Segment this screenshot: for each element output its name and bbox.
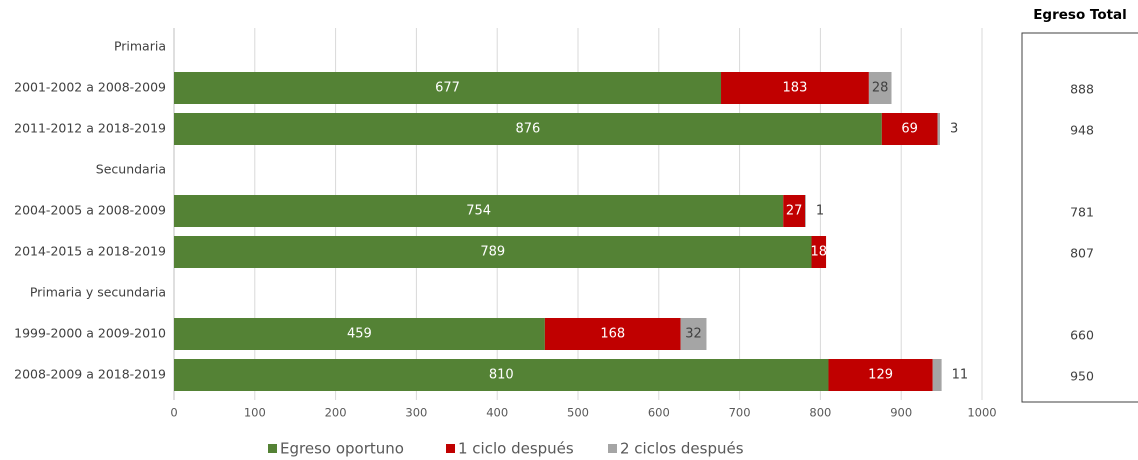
bar-segment <box>805 195 806 227</box>
legend-swatch <box>268 444 277 453</box>
x-tick-label: 300 <box>405 406 427 420</box>
x-tick-label: 0 <box>170 406 177 420</box>
x-tick-label: 600 <box>648 406 670 420</box>
total-value: 888 <box>1070 82 1094 97</box>
y-tick-label: 2001-2002 a 2008-2009 <box>14 80 166 95</box>
y-tick-label: 1999-2000 a 2009-2010 <box>14 326 166 341</box>
y-tick-label: 2011-2012 a 2018-2019 <box>14 121 166 136</box>
x-tick-label: 400 <box>486 406 508 420</box>
totals-title: Egreso Total <box>1033 7 1127 23</box>
x-tick-label: 700 <box>729 406 751 420</box>
y-tick-label: Primaria y secundaria <box>30 285 166 300</box>
bar-segment <box>881 113 938 145</box>
bar-segment <box>174 72 722 104</box>
total-value: 660 <box>1070 328 1094 343</box>
data-label: 810 <box>489 368 514 383</box>
bar-segment <box>932 359 942 391</box>
data-label: 11 <box>952 368 969 383</box>
total-value: 781 <box>1070 205 1094 220</box>
data-label: 32 <box>685 327 702 342</box>
bar-segment <box>868 72 892 104</box>
data-label: 129 <box>868 368 893 383</box>
data-label: 27 <box>786 204 803 219</box>
bar-segment <box>174 318 545 350</box>
bar-segment <box>174 113 882 145</box>
legend-label: 2 ciclos después <box>620 440 744 458</box>
y-tick-label: 2014-2015 a 2018-2019 <box>14 244 166 259</box>
data-label: 1 <box>816 204 824 219</box>
x-tick-label: 1000 <box>967 406 996 420</box>
bar-segment <box>174 195 784 227</box>
bar-segment <box>783 195 806 227</box>
bar-segment <box>174 236 812 268</box>
data-label: 3 <box>950 122 958 137</box>
data-label: 183 <box>783 81 808 96</box>
data-label: 876 <box>515 122 540 137</box>
legend-label: 1 ciclo después <box>458 440 574 458</box>
data-label: 69 <box>901 122 918 137</box>
legend-label: Egreso oportuno <box>280 440 404 458</box>
bar-segment <box>680 318 707 350</box>
legend-swatch <box>446 444 455 453</box>
x-tick-label: 500 <box>567 406 589 420</box>
bar-segment <box>721 72 869 104</box>
total-value: 948 <box>1070 123 1094 138</box>
data-label: 459 <box>347 327 372 342</box>
bar-segment <box>811 236 827 268</box>
totals-box <box>1021 32 1138 403</box>
data-label: 754 <box>466 204 491 219</box>
data-label: 168 <box>600 327 625 342</box>
legend-swatch <box>608 444 617 453</box>
bar-segment <box>828 359 933 391</box>
bar-segment <box>937 113 940 145</box>
data-label: 677 <box>435 81 460 96</box>
x-tick-label: 900 <box>890 406 912 420</box>
x-tick-label: 200 <box>325 406 347 420</box>
total-value: 807 <box>1070 246 1094 261</box>
data-label: 18 <box>811 245 828 260</box>
bar-segment <box>174 359 829 391</box>
data-label: 789 <box>480 245 505 260</box>
bar-segment <box>544 318 681 350</box>
y-tick-label: 2008-2009 a 2018-2019 <box>14 367 166 382</box>
data-label: 28 <box>872 81 889 96</box>
x-tick-label: 100 <box>244 406 266 420</box>
y-tick-label: 2004-2005 a 2008-2009 <box>14 203 166 218</box>
y-tick-label: Primaria <box>114 39 166 54</box>
x-tick-label: 800 <box>809 406 831 420</box>
y-tick-label: Secundaria <box>96 162 166 177</box>
total-value: 950 <box>1070 369 1094 384</box>
